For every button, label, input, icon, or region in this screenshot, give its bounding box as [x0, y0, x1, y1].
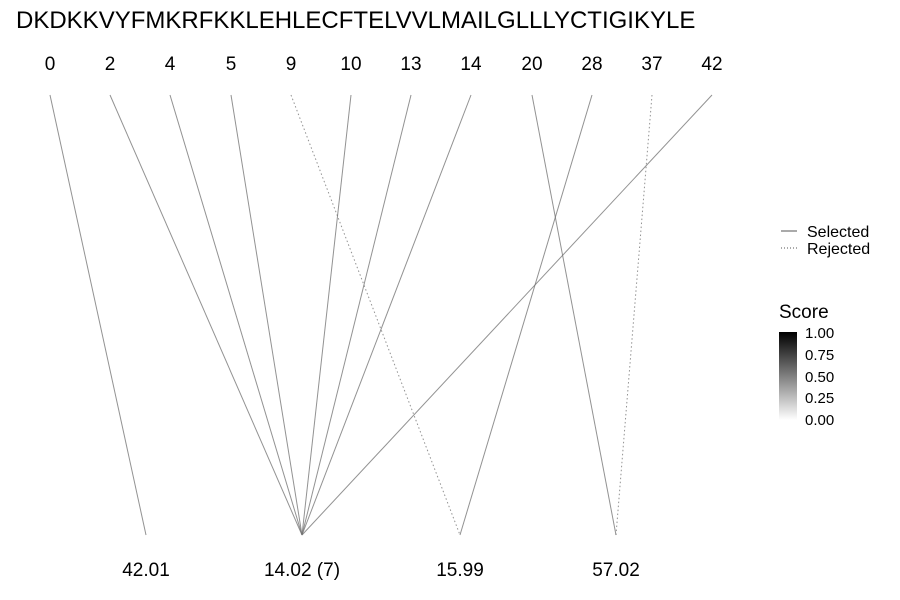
selected-link-line [301, 94, 713, 536]
score-tick-label: 0.00 [805, 412, 834, 429]
position-label: 37 [641, 54, 662, 75]
selected-link-line [531, 94, 617, 536]
score-legend-title: Score [779, 302, 829, 323]
rejected-link-line [615, 94, 653, 536]
score-colorbar [779, 332, 797, 420]
sequence-text: DKDKKVYFMKRFKKLEHLECFTELVVLMAILGLLLYCTIG… [16, 7, 695, 34]
link-lines [49, 94, 713, 536]
position-label: 9 [286, 54, 297, 75]
line-type-legend: Selected Rejected [781, 224, 870, 258]
rejected-link-line [290, 94, 461, 536]
position-label: 28 [581, 54, 602, 75]
mass-label: 14.02 (7) [264, 560, 340, 581]
legend-selected-label: Selected [807, 224, 869, 241]
position-labels: 0 2 4 5 9 10 13 14 20 28 37 42 [45, 54, 723, 75]
position-label: 10 [340, 54, 361, 75]
selected-link-line [230, 94, 303, 536]
position-label: 20 [521, 54, 542, 75]
score-tick-label: 0.75 [805, 347, 834, 364]
position-label: 14 [460, 54, 482, 75]
mass-label: 15.99 [436, 560, 484, 581]
selected-link-line [301, 94, 412, 536]
position-label: 4 [165, 54, 176, 75]
position-label: 42 [701, 54, 722, 75]
score-tick-label: 0.25 [805, 390, 834, 407]
mass-label: 42.01 [122, 560, 170, 581]
position-label: 13 [400, 54, 421, 75]
position-label: 2 [105, 54, 116, 75]
selected-link-line [49, 94, 147, 536]
position-label: 0 [45, 54, 56, 75]
score-tick-label: 0.50 [805, 369, 834, 386]
legend-rejected-label: Rejected [807, 241, 870, 258]
selected-link-line [109, 94, 303, 536]
mass-label: 57.02 [592, 560, 640, 581]
score-legend: Score 1.00 0.75 0.50 0.25 0.00 [779, 302, 834, 429]
selected-link-line [459, 94, 593, 536]
score-tick-label: 1.00 [805, 325, 834, 342]
selected-link-line [169, 94, 303, 536]
position-label: 5 [226, 54, 237, 75]
mass-labels: 42.01 14.02 (7) 15.99 57.02 [122, 560, 640, 581]
selected-link-line [301, 94, 472, 536]
selected-link-line [301, 94, 352, 536]
